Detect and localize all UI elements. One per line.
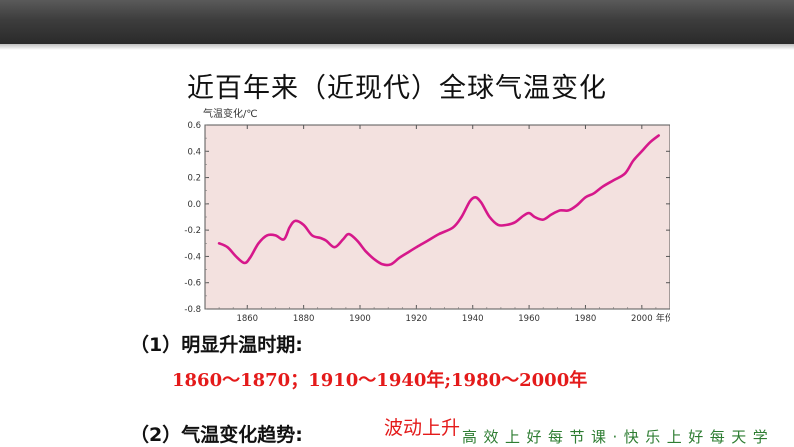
answer-1: 1860～1870；1910～1940年;1980～2000年 (172, 370, 588, 391)
y-tick-label: 0.0 (187, 200, 201, 210)
x-tick-label: 1940 (462, 314, 484, 324)
question-2: （2）气温变化趋势: (130, 424, 303, 446)
slogan: 高效上好每节课·快乐上好每天学 (462, 428, 775, 446)
x-tick-label: 2000 (631, 314, 653, 324)
answer-2: 波动上升 (384, 417, 461, 439)
x-tick-label: 1980 (575, 314, 597, 324)
y-tick-label: -0.4 (184, 252, 201, 262)
x-tick-label: 1920 (406, 314, 428, 324)
y-tick-label: 0.2 (187, 174, 201, 184)
y-tick-label: 0.4 (187, 147, 201, 157)
slide-title: 近百年来（近现代）全球气温变化 (187, 73, 607, 104)
x-tick-label: 1960 (518, 314, 540, 324)
y-tick-label: -0.6 (184, 279, 201, 289)
top-banner (0, 0, 794, 44)
y-tick-label: 0.6 (187, 121, 201, 131)
temperature-series-line (217, 134, 660, 267)
question-1: （1）明显升温时期: (130, 334, 303, 356)
temperature-chart: 0.6 0.4 0.2 0.0 -0.2 -0.4 -0.6 -0.8 1860 1880 1900… (184, 107, 670, 324)
y-axis-label: 气温变化/℃ (203, 107, 258, 120)
y-tick-label: -0.2 (184, 226, 201, 236)
x-tick-label: 1900 (349, 314, 371, 324)
top-banner-shadow (0, 44, 794, 50)
plot-area (204, 124, 670, 310)
y-tick-label: -0.8 (184, 305, 201, 315)
x-tick-label: 1880 (293, 314, 315, 324)
x-tick-label: 1860 (236, 314, 258, 324)
x-axis-label: 年份 (656, 312, 670, 324)
